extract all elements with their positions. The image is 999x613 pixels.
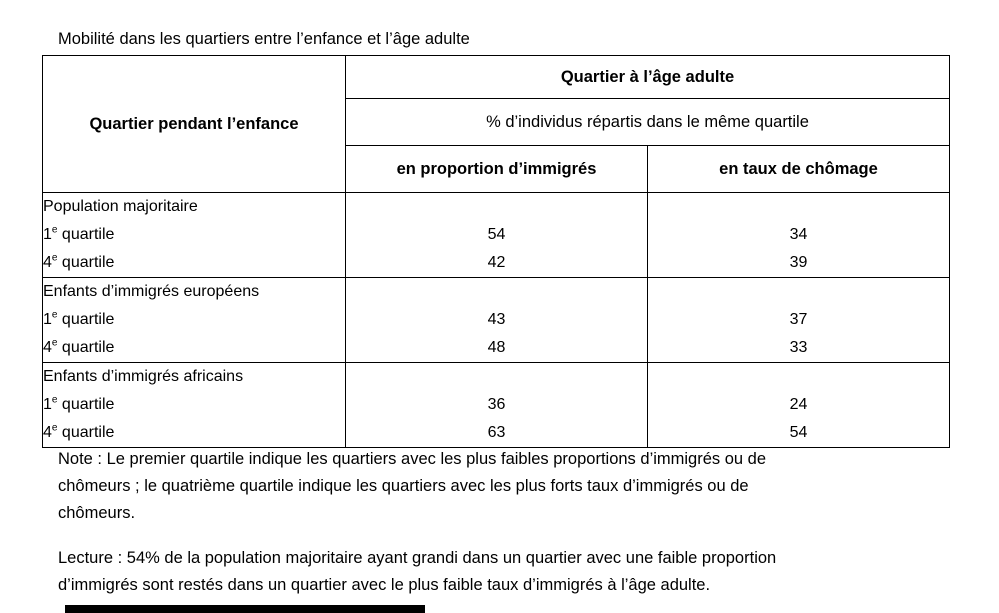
group-label-cell: Enfants d’immigrés européens 1e quartile…: [42, 277, 346, 363]
lecture-line: Lecture : 54% de la population majoritai…: [58, 549, 777, 567]
quartile-word: quartile: [57, 424, 115, 441]
quartile-superscript: e: [51, 309, 58, 321]
value-cell: 63: [487, 424, 506, 441]
value-column-proportion-immigres: 43 48: [345, 277, 648, 363]
value-column-taux-chomage: 37 33: [647, 277, 950, 363]
note-line: chômeurs.: [58, 504, 136, 522]
table-group-row-population-majoritaire: Population majoritaire 1e quartile 4e qu…: [42, 192, 950, 278]
value-cell: 48: [487, 339, 506, 356]
value-column-proportion-immigres: 36 63: [345, 362, 648, 448]
empty-line: [346, 363, 647, 391]
quartile-number: 4: [43, 339, 52, 356]
quartile-superscript: e: [51, 394, 58, 406]
quartile-word: quartile: [57, 226, 115, 243]
note-paragraph: Note : Le premier quartile indique les q…: [58, 446, 766, 527]
quartile-superscript: e: [51, 337, 58, 349]
column-header-taux-chomage: en taux de chômage: [647, 145, 950, 193]
value-column-taux-chomage: 34 39: [647, 192, 950, 278]
quartile-label: 1e quartile: [43, 306, 345, 334]
empty-line: [346, 193, 647, 221]
quartile-label: 1e quartile: [43, 221, 345, 249]
quartile-number: 1: [43, 396, 52, 413]
value-cell: 37: [789, 311, 808, 328]
quartile-word: quartile: [57, 339, 115, 356]
quartile-word: quartile: [57, 311, 115, 328]
quartile-label: 4e quartile: [43, 334, 345, 362]
quartile-label: 4e quartile: [43, 419, 345, 447]
group-label-cell: Enfants d’immigrés africains 1e quartile…: [42, 362, 346, 448]
empty-line: [648, 363, 949, 391]
mobility-table: Quartier pendant l’enfance Quartier à l’…: [42, 55, 950, 448]
value-cell: 54: [487, 226, 506, 243]
table-group-row-immigres-europeens: Enfants d’immigrés européens 1e quartile…: [42, 277, 950, 363]
table-group-row-immigres-africains: Enfants d’immigrés africains 1e quartile…: [42, 362, 950, 448]
page-title: Mobilité dans les quartiers entre l’enfa…: [58, 30, 470, 48]
group-label: Enfants d’immigrés africains: [43, 368, 244, 385]
value-cell: 39: [789, 254, 808, 271]
quartile-superscript: e: [51, 224, 58, 236]
value-cell: 54: [789, 424, 808, 441]
column-subtitle: % d’individus répartis dans le même quar…: [345, 98, 950, 146]
header-row-columns: en proportion d’immigrés en taux de chôm…: [43, 145, 950, 193]
value-cell: 36: [487, 396, 506, 413]
value-cell: 24: [789, 396, 808, 413]
empty-line: [648, 278, 949, 306]
quartile-number: 4: [43, 424, 52, 441]
lecture-paragraph: Lecture : 54% de la population majoritai…: [58, 545, 776, 599]
lecture-line: d’immigrés sont restés dans un quartier …: [58, 576, 711, 594]
value-column-taux-chomage: 24 54: [647, 362, 950, 448]
value-cell: 33: [789, 339, 808, 356]
quartile-number: 1: [43, 226, 52, 243]
quartile-number: 4: [43, 254, 52, 271]
quartile-superscript: e: [51, 422, 58, 434]
quartile-number: 1: [43, 311, 52, 328]
quartile-superscript: e: [51, 252, 58, 264]
column-group-header-quartier-adulte: Quartier à l’âge adulte: [345, 55, 950, 99]
note-line: Note : Le premier quartile indique les q…: [58, 450, 767, 468]
group-label: Enfants d’immigrés européens: [43, 283, 260, 300]
empty-line: [648, 193, 949, 221]
row-header-quartier-enfance: Quartier pendant l’enfance: [42, 55, 346, 193]
group-label-cell: Population majoritaire 1e quartile 4e qu…: [42, 192, 346, 278]
column-header-proportion-immigres: en proportion d’immigrés: [345, 145, 648, 193]
empty-line: [346, 278, 647, 306]
quartile-word: quartile: [57, 396, 115, 413]
header-row-subtitle: % d’individus répartis dans le même quar…: [43, 98, 950, 146]
note-line: chômeurs ; le quatrième quartile indique…: [58, 477, 749, 495]
bottom-black-bar: [65, 605, 425, 613]
value-cell: 43: [487, 311, 506, 328]
header-row-group: Quartier pendant l’enfance Quartier à l’…: [42, 55, 950, 193]
quartile-word: quartile: [57, 254, 115, 271]
value-cell: 42: [487, 254, 506, 271]
value-cell: 34: [789, 226, 808, 243]
group-label: Population majoritaire: [43, 198, 198, 215]
value-column-proportion-immigres: 54 42: [345, 192, 648, 278]
quartile-label: 1e quartile: [43, 391, 345, 419]
quartile-label: 4e quartile: [43, 249, 345, 277]
